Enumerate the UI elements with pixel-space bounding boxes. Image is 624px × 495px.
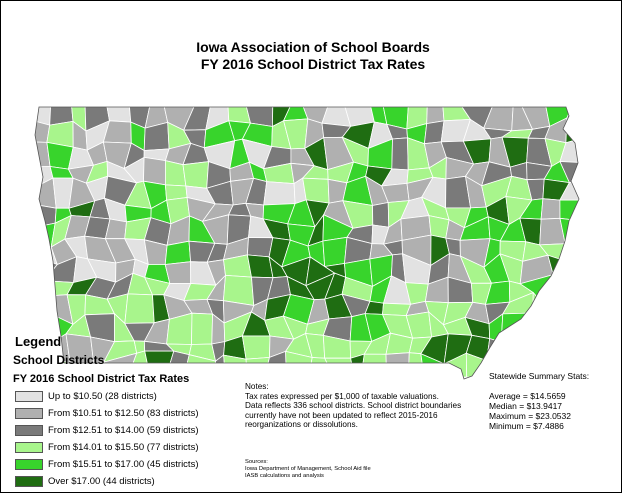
legend-swatch <box>15 475 43 487</box>
notes-block: Notes: Tax rates expressed per $1,000 of… <box>245 382 475 430</box>
district-polygon <box>35 294 56 317</box>
stats-minimum: Minimum = $7.4886 <box>489 421 564 431</box>
district-polygon <box>245 356 271 378</box>
district-polygon <box>241 335 271 360</box>
district-polygon <box>486 338 505 365</box>
district-polygon <box>559 178 579 201</box>
legend-swatch <box>15 424 43 436</box>
district-polygon <box>302 177 330 204</box>
legend-label: From $14.01 to $15.50 (77 districts) <box>48 441 199 453</box>
legend-title: Legend <box>15 334 62 349</box>
map-title: Iowa Association of School Boards <box>196 39 430 55</box>
legend-item-5: From $15.51 to $17.00 (45 districts) <box>15 457 199 471</box>
district-polygon <box>550 312 569 338</box>
district-polygon <box>525 336 553 365</box>
district-polygon <box>382 302 412 317</box>
district-polygon <box>164 240 192 265</box>
legend-item-2: From $10.51 to $12.50 (83 districts) <box>15 406 199 420</box>
district-polygon <box>565 117 579 144</box>
stats-average: Average = $14.5659 <box>489 391 566 401</box>
iowa-district-map <box>34 106 580 380</box>
district-polygon <box>562 254 579 280</box>
district-polygons <box>35 107 579 378</box>
state-outline <box>34 106 580 380</box>
district-polygon <box>500 336 533 365</box>
legend-label: From $15.51 to $17.00 (45 districts) <box>48 458 199 470</box>
district-polygon <box>562 243 579 261</box>
district-polygon <box>106 107 132 123</box>
legend-item-3: From $12.51 to $14.00 (59 districts) <box>15 423 199 437</box>
district-polygon <box>532 291 552 314</box>
notes-line: currently have not been updated to refle… <box>245 410 438 420</box>
sources-line: IASB calculations and analysis <box>245 473 324 479</box>
sources-line: Iowa Department of Management, School Ai… <box>245 466 371 472</box>
legend-swatch <box>15 390 43 402</box>
district-polygon <box>500 312 534 343</box>
district-polygon <box>263 181 296 206</box>
district-polygon <box>191 312 214 345</box>
district-polygon <box>360 353 388 378</box>
stats-maximum: Maximum = $23.0532 <box>489 411 571 421</box>
legend-swatch <box>15 441 43 453</box>
district-polygon <box>372 202 390 228</box>
district-polygon <box>531 312 552 338</box>
legend-field-name: FY 2016 School District Tax Rates <box>13 373 190 385</box>
notes-line: reorganizations or dissolutions. <box>245 420 358 429</box>
district-polygon <box>35 177 57 209</box>
district-polygon <box>223 354 248 378</box>
notes-line: Tax rates expressed per $1,000 of taxabl… <box>245 391 439 401</box>
legend-label: Up to $10.50 (28 districts) <box>48 390 157 402</box>
district-polygon <box>559 161 579 184</box>
district-polygon <box>539 300 574 314</box>
legend-swatch <box>15 407 43 419</box>
map-subtitle: FY 2016 School District Tax Rates <box>200 56 426 72</box>
notes-line: Data reflects 336 school districts. Scho… <box>245 401 462 410</box>
district-polygon <box>540 198 561 220</box>
notes-heading: Notes: <box>245 382 269 391</box>
legend-label: From $12.51 to $14.00 (59 districts) <box>48 424 199 436</box>
district-polygon <box>385 352 410 378</box>
summary-stats: Statewide Summary Stats: Average = $14.5… <box>489 371 589 431</box>
legend-item-4: From $14.01 to $15.50 (77 districts) <box>15 440 199 454</box>
district-polygon <box>246 237 274 258</box>
legend-item-1: Up to $10.50 (28 districts) <box>15 389 157 403</box>
district-polygon <box>124 293 155 324</box>
sources-heading: Sources: <box>245 459 268 465</box>
district-polygon <box>565 277 579 307</box>
district-polygon <box>35 107 52 126</box>
district-polygon <box>35 279 50 297</box>
legend-item-6: Over $17.00 (44 districts) <box>15 474 155 488</box>
legend-label: From $10.51 to $12.50 (83 districts) <box>48 407 199 419</box>
district-polygon <box>350 353 365 378</box>
district-polygon <box>143 156 166 186</box>
district-polygon <box>324 357 356 378</box>
district-polygon <box>566 107 579 123</box>
district-polygon <box>391 137 409 171</box>
legend-swatch <box>15 458 43 470</box>
district-polygon <box>564 312 579 338</box>
district-polygon <box>550 334 570 361</box>
legend-label: Over $17.00 (44 districts) <box>48 475 155 487</box>
stats-median: Median = $13.9417 <box>489 401 563 411</box>
district-polygon <box>559 199 579 222</box>
district-polygon <box>564 295 579 321</box>
district-polygon <box>567 334 579 361</box>
sources-block: Sources: Iowa Department of Management, … <box>245 459 371 480</box>
legend-layer-name: School Districts <box>13 353 105 367</box>
district-polygon <box>559 136 579 164</box>
district-polygon <box>426 107 445 125</box>
district-polygon <box>164 261 192 284</box>
district-polygon <box>222 274 255 306</box>
stats-heading: Statewide Summary Stats: <box>489 371 590 381</box>
district-polygon <box>322 236 348 267</box>
district-polygon <box>182 161 210 189</box>
